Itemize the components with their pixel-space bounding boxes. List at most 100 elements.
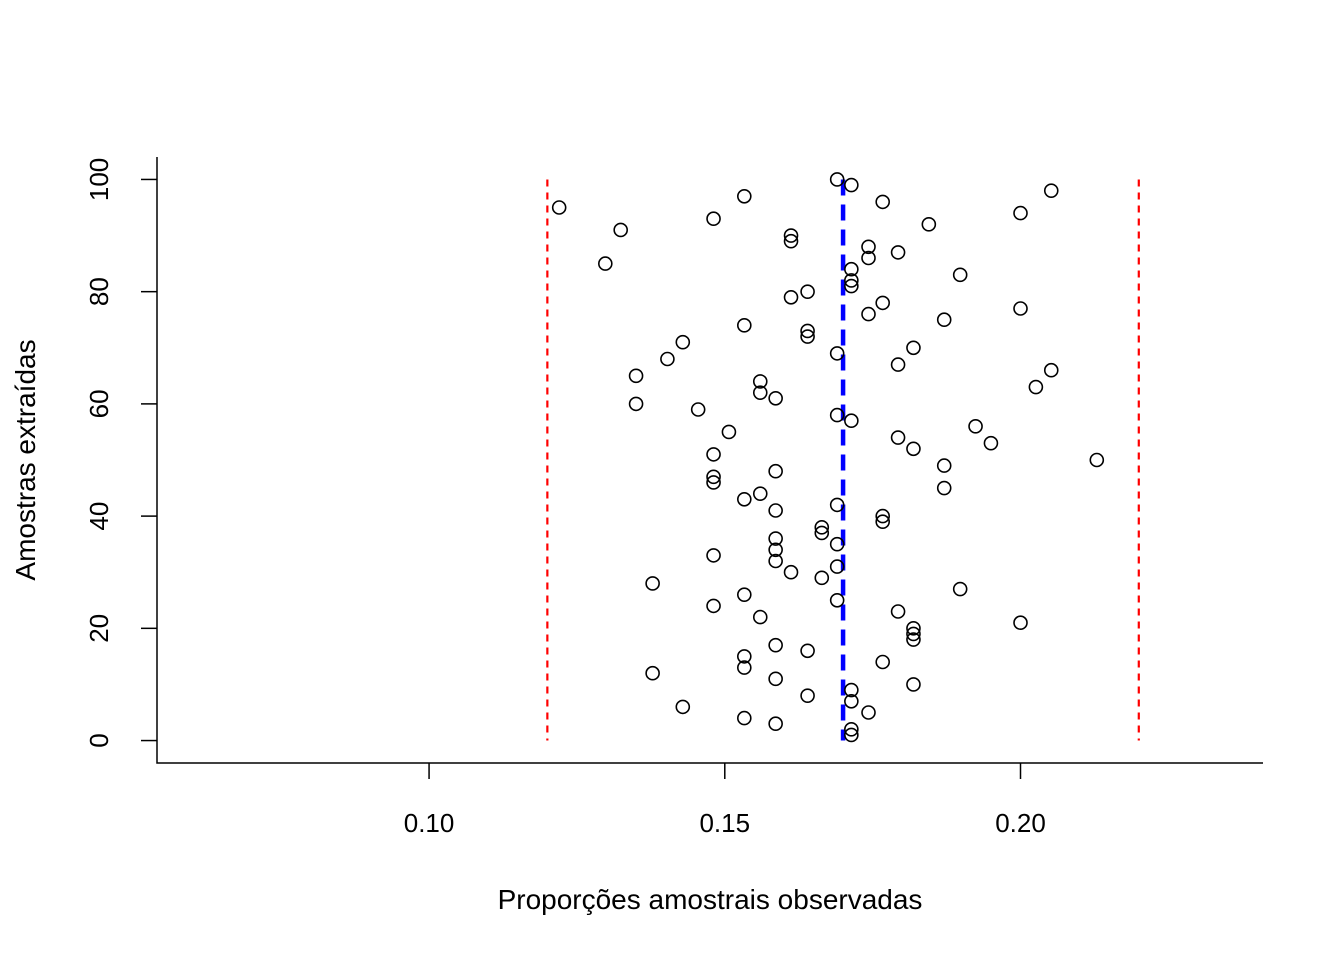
point-82: [844, 273, 859, 288]
point-64: [752, 374, 768, 389]
point-7: [844, 693, 859, 709]
point-23: [890, 604, 906, 619]
point-39: [875, 514, 891, 530]
point-17: [768, 637, 783, 653]
point-69: [829, 346, 845, 361]
point-41: [768, 503, 783, 518]
point-49: [936, 458, 952, 473]
point-56: [968, 419, 983, 434]
point-18: [906, 632, 921, 647]
y-tick-label-5: 100: [84, 158, 114, 201]
point-73: [800, 323, 815, 339]
point-33: [706, 548, 721, 563]
point-9: [844, 682, 859, 698]
point-24: [706, 598, 721, 614]
point-57: [844, 413, 859, 429]
point-98: [1043, 183, 1059, 198]
point-95: [551, 200, 567, 215]
point-38: [814, 520, 830, 535]
point-81: [844, 278, 859, 294]
y-tick-label-3: 60: [84, 389, 114, 418]
y-axis-ticks: 0 20 40 60 80 100: [84, 158, 157, 748]
y-tick-label-0: 0: [84, 733, 114, 747]
point-1: [844, 727, 859, 743]
point-25: [829, 592, 845, 608]
point-28: [645, 576, 660, 591]
point-97: [737, 188, 752, 204]
point-94: [1013, 205, 1028, 221]
point-4: [737, 710, 752, 726]
point-2: [844, 722, 859, 737]
point-44: [752, 486, 768, 501]
point-12: [645, 665, 660, 681]
point-59: [690, 402, 706, 417]
point-89: [783, 233, 799, 249]
point-43: [737, 491, 752, 507]
point-84: [844, 261, 859, 277]
point-55: [721, 424, 737, 440]
point-15: [737, 649, 752, 664]
point-66: [1043, 362, 1059, 378]
point-75: [936, 312, 952, 328]
point-96: [875, 194, 891, 210]
x-axis-title: Proporções amostrais observadas: [498, 884, 923, 915]
point-86: [861, 250, 876, 266]
point-20: [906, 621, 921, 636]
point-77: [1013, 301, 1028, 316]
y-axis-line: [156, 157, 1263, 764]
point-68: [660, 351, 675, 367]
point-65: [628, 368, 644, 384]
point-40: [875, 508, 891, 524]
data-points: [551, 172, 1105, 743]
point-27: [952, 581, 968, 597]
point-8: [800, 688, 815, 703]
point-99: [844, 177, 859, 193]
point-16: [800, 643, 815, 659]
point-91: [613, 222, 628, 238]
point-58: [829, 407, 845, 423]
point-62: [752, 385, 768, 400]
point-26: [737, 587, 752, 602]
point-87: [890, 245, 906, 260]
point-52: [906, 441, 921, 457]
point-14: [875, 654, 891, 670]
point-37: [814, 525, 830, 541]
y-tick-label-1: 20: [84, 614, 114, 643]
point-3: [768, 716, 783, 732]
point-79: [783, 289, 799, 305]
axes: [156, 157, 1263, 764]
point-60: [628, 396, 644, 412]
point-67: [890, 357, 906, 372]
point-76: [861, 306, 876, 322]
point-47: [706, 469, 721, 485]
point-42: [829, 497, 845, 513]
point-48: [768, 463, 783, 479]
point-70: [906, 340, 921, 356]
point-90: [783, 228, 799, 243]
point-5: [861, 705, 876, 720]
point-31: [829, 559, 845, 574]
y-axis-title: Amostras extraídas: [10, 339, 41, 580]
point-30: [783, 564, 799, 580]
point-22: [752, 609, 768, 625]
x-axis-ticks: 0.10 0.15 0.20: [404, 763, 1046, 838]
point-100: [829, 172, 845, 187]
point-61: [768, 390, 783, 406]
point-51: [706, 447, 721, 462]
point-46: [706, 475, 721, 490]
point-88: [861, 239, 876, 255]
point-13: [737, 660, 752, 675]
point-92: [921, 217, 937, 232]
point-93: [706, 211, 721, 227]
x-tick-label-2: 0.20: [995, 808, 1046, 838]
point-63: [1028, 379, 1044, 395]
point-53: [983, 435, 999, 451]
point-45: [936, 480, 952, 496]
point-21: [1013, 615, 1028, 631]
reference-lines: [546, 179, 1140, 741]
point-74: [737, 318, 752, 333]
point-36: [768, 531, 783, 546]
point-50: [1089, 452, 1105, 468]
point-54: [890, 430, 906, 445]
